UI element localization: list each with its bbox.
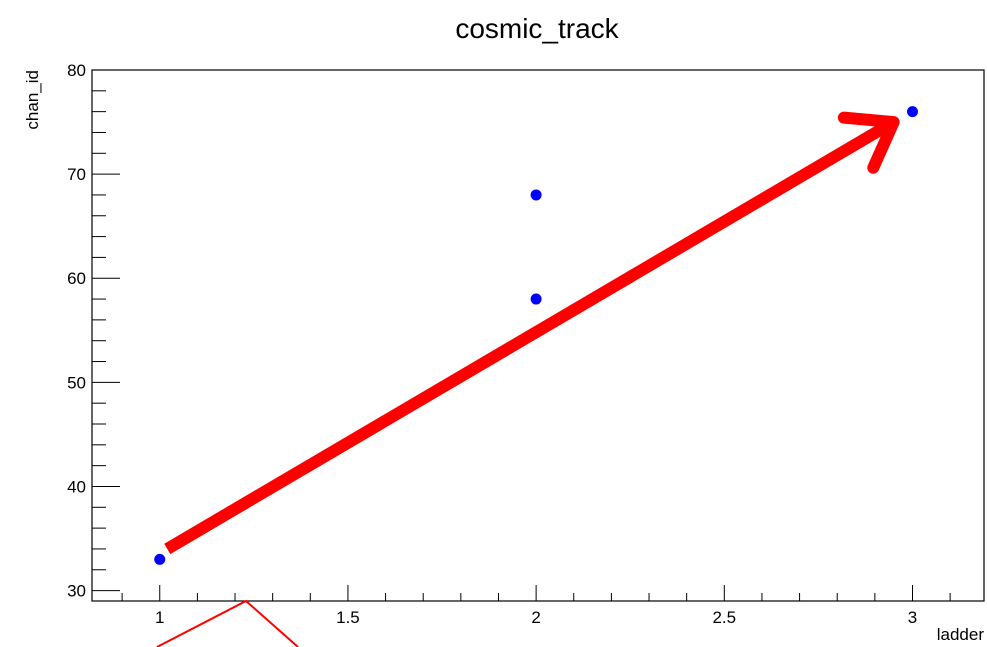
y-tick-label: 80: [67, 61, 86, 80]
y-axis-label: chan_id: [23, 70, 42, 130]
y-tick-label: 60: [67, 269, 86, 288]
annotations: [164, 111, 900, 555]
y-tick-label: 40: [67, 477, 86, 496]
y-tick-label: 70: [67, 165, 86, 184]
plot-frame: [91, 69, 985, 602]
x-axis-label: ladder: [937, 625, 985, 644]
data-point: [530, 293, 542, 305]
red-outline-decoration: [156, 599, 299, 647]
y-tick-label: 30: [67, 582, 86, 601]
arrow-shaft: [164, 116, 897, 555]
data-point: [906, 106, 918, 118]
data-points: [154, 106, 918, 565]
x-tick-label: 2: [531, 608, 540, 627]
x-axis: 1 1.5 2 2.5 3: [121, 585, 951, 627]
y-axis: 30 40 50 60 70 80: [67, 61, 120, 601]
data-point: [154, 553, 166, 565]
x-tick-label: 3: [908, 608, 917, 627]
x-tick-label: 1: [155, 608, 164, 627]
arrow-head: [837, 111, 900, 174]
x-tick-label: 2.5: [712, 608, 736, 627]
y-tick-label: 50: [67, 373, 86, 392]
chart-title: cosmic_track: [455, 13, 619, 44]
data-point: [530, 189, 542, 201]
x-tick-label: 1.5: [336, 608, 360, 627]
